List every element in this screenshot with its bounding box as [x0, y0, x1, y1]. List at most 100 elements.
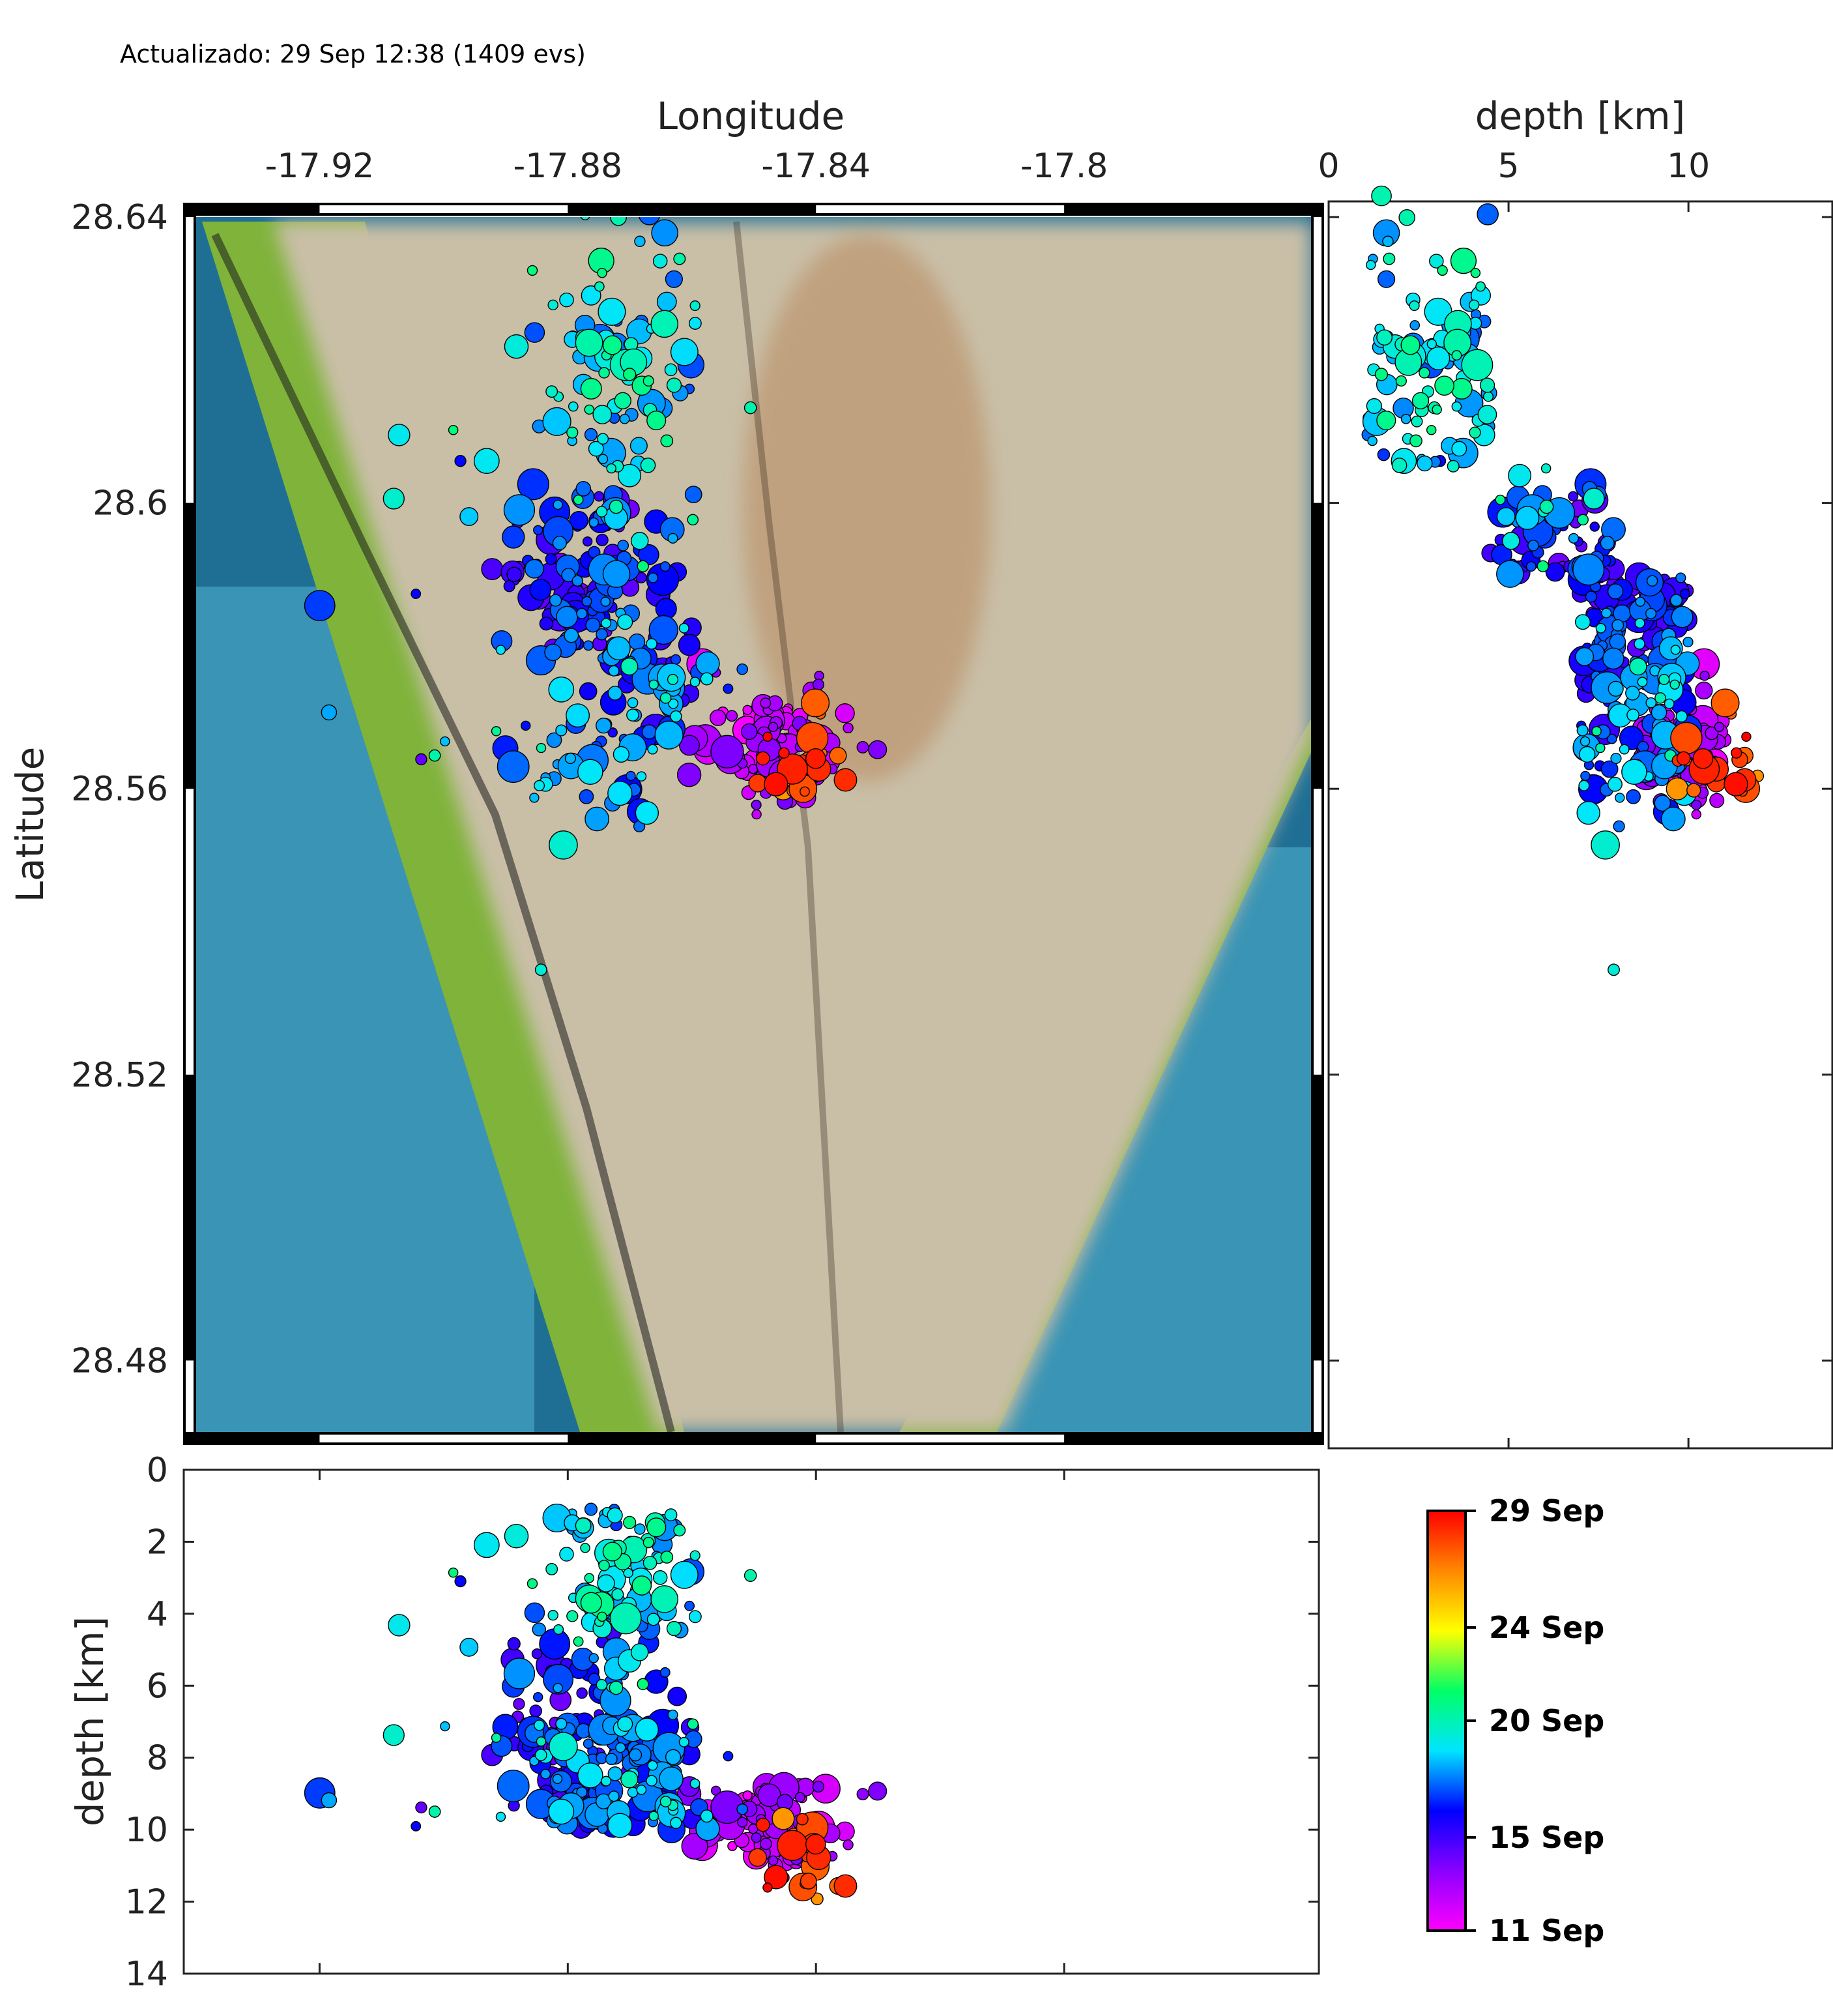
- depth-latitude-event-point: [1366, 398, 1383, 415]
- depth-latitude-event-point: [1461, 349, 1494, 381]
- longitude-depth-event-point: [552, 1774, 563, 1784]
- map-event-point: [506, 566, 522, 582]
- map-event-point: [629, 437, 648, 455]
- longitude-depth-event-point: [596, 1793, 612, 1809]
- longitude-depth-event-point: [620, 1770, 639, 1789]
- depth-latitude-event-point: [1451, 377, 1473, 400]
- map-event-point: [304, 590, 336, 622]
- longitude-depth-event-point: [540, 1768, 551, 1779]
- map-event-point: [544, 643, 562, 662]
- map-event-point: [497, 750, 530, 783]
- depth-latitude-event-point: [1477, 203, 1499, 226]
- longitude-depth-event-point: [670, 1817, 682, 1829]
- longitude-depth-event-point: [536, 1736, 547, 1747]
- depth-latitude-event-point: [1611, 619, 1624, 632]
- map-event-point: [553, 499, 563, 510]
- colorbar-tick-label: 29 Sep: [1489, 1493, 1604, 1528]
- map-x-axis-title: Longitude: [657, 94, 844, 138]
- longitude-depth-event-point: [428, 1805, 441, 1818]
- map-event-point: [743, 401, 757, 415]
- map-event-point: [609, 499, 624, 514]
- longitude-depth-event-point: [548, 1798, 575, 1825]
- depth-latitude-event-point: [1527, 540, 1539, 551]
- longitude-depth-event-point: [768, 1855, 779, 1866]
- depth-latitude-event-point: [1508, 463, 1532, 488]
- map-event-point: [411, 589, 422, 600]
- depth-latitude-event-point: [1475, 281, 1486, 292]
- longitude-depth-event-point: [700, 1809, 714, 1823]
- map-event-point: [617, 540, 629, 551]
- depth-latitude-event-point: [1635, 596, 1645, 607]
- depth-latitude-event-point: [1654, 795, 1671, 812]
- map-event-point: [607, 686, 623, 701]
- depth-latitude-event-point: [1583, 488, 1605, 510]
- map-event-point: [678, 634, 700, 656]
- map-event-point: [689, 677, 700, 688]
- longitude-depth-event-point: [454, 1575, 467, 1588]
- map-event-point: [545, 385, 558, 398]
- longitude-depth-event-point: [608, 1790, 620, 1802]
- longitude-depth-event-point: [648, 1811, 659, 1821]
- depth-latitude-event-point: [1502, 532, 1520, 550]
- depth-latitude-event-point: [1591, 830, 1620, 860]
- depth-latitude-event-point: [1419, 367, 1430, 379]
- depth-latitude-event-point: [1391, 458, 1407, 473]
- depth-latitude-event-point: [1572, 553, 1605, 586]
- longitude-depth-event-point: [659, 1766, 684, 1791]
- depth-latitude-event-point: [1731, 747, 1742, 759]
- longitude-depth-event-point: [504, 1523, 529, 1549]
- map-y-tick-label: 28.52: [71, 1056, 168, 1095]
- longitude-depth-event-point: [678, 1736, 689, 1747]
- colorbar-ticks: 29 Sep 24 Sep 20 Sep 15 Sep 11 Sep: [1465, 1493, 1604, 1948]
- colorbar-tick-label: 24 Sep: [1489, 1610, 1604, 1645]
- map-event-point: [623, 368, 637, 381]
- depth-latitude-event-point: [1383, 252, 1396, 265]
- depth-latitude-event-point: [1589, 521, 1600, 532]
- depth-latitude-event-point: [1709, 793, 1725, 808]
- map-event-point: [555, 724, 568, 737]
- map-event-point: [503, 580, 515, 592]
- longitude-depth-ticks: 0 2 4 6 8 10 12 14: [125, 1451, 1319, 1994]
- map-event-point: [539, 617, 553, 631]
- map-event-point: [630, 532, 649, 550]
- longitude-depth-event-point: [507, 1637, 521, 1651]
- map-event-point: [596, 628, 608, 641]
- depth-latitude-event-point: [1426, 425, 1437, 435]
- map-event-point: [642, 375, 654, 387]
- depth-latitude-event-point: [1710, 688, 1740, 718]
- longitude-depth-event-point: [617, 1716, 633, 1732]
- longitude-depth-event-point: [756, 1817, 770, 1832]
- depth-latitude-event-point: [1568, 491, 1579, 502]
- map-event-point: [561, 568, 576, 583]
- depth-latitude-event-point: [1495, 494, 1506, 505]
- longitude-depth-panel: 0 2 4 6 8 10 12 14 depth [km]: [68, 1451, 1320, 1994]
- map-event-point: [548, 676, 575, 703]
- longitude-depth-event-point: [637, 1678, 649, 1690]
- depth-latitude-event-point: [1400, 335, 1421, 355]
- depth-latitude-event-point: [1666, 777, 1689, 800]
- depth-latitude-event-point: [1714, 722, 1725, 733]
- map-event-point: [569, 510, 589, 531]
- map-event-point: [660, 434, 674, 448]
- map-event-point: [647, 744, 658, 755]
- longitude-depth-event-point: [684, 1600, 695, 1611]
- depth-latitude-event-point: [1409, 300, 1420, 312]
- map-event-point: [504, 334, 529, 359]
- longitude-depth-event-point: [659, 1796, 672, 1807]
- map-event-point: [614, 392, 631, 409]
- map-event-point: [581, 596, 592, 607]
- map-event-point: [575, 481, 592, 497]
- depth-latitude-event-point: [1619, 744, 1630, 755]
- map-event-point: [613, 746, 630, 763]
- colorbar-tick-label: 20 Sep: [1489, 1703, 1604, 1738]
- map-frame-segment: [1314, 789, 1321, 1075]
- longitude-depth-event-point: [607, 1507, 623, 1524]
- depth-latitude-event-point: [1434, 375, 1454, 396]
- map-event-point: [415, 753, 427, 766]
- map-event-point: [571, 575, 584, 587]
- longitude-depth-event-point: [547, 1609, 558, 1621]
- longitude-depth-event-point: [673, 1524, 686, 1537]
- longitude-depth-event-point: [650, 1585, 678, 1613]
- longitude-depth-event-point: [646, 1613, 660, 1626]
- map-event-point: [835, 703, 855, 723]
